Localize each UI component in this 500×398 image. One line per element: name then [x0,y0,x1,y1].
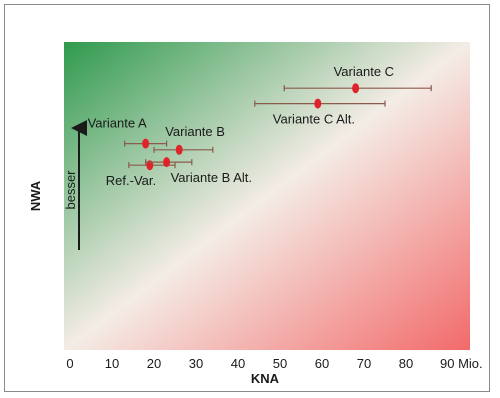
data-point [163,157,171,168]
x-axis-title: KNA [251,371,280,386]
better-label: besser [63,170,78,210]
data-point [142,138,150,149]
point-label: Variante C [334,64,394,79]
data-point [352,83,360,94]
x-tick-label: 70 [357,356,371,371]
point-label: Variante C Alt. [273,112,355,127]
x-tick-label: 40 [231,356,245,371]
point-label: Variante A [88,116,147,131]
y-axis-title: NWA [28,180,43,211]
point-label: Variante B [165,124,225,139]
plot-area [64,42,470,350]
x-tick-label: 80 [399,356,413,371]
x-tick-label: 60 [315,356,329,371]
x-tick-label: 90 Mio. [440,356,483,371]
x-tick-label: 50 [273,356,287,371]
point-label: Ref.-Var. [106,173,156,188]
x-tick-label: 10 [105,356,119,371]
point-label: Variante B Alt. [171,170,252,185]
data-point [314,98,322,109]
data-point [175,144,183,155]
x-tick-label: 0 [66,356,73,371]
x-tick-label: 20 [147,356,161,371]
x-tick-label: 30 [189,356,203,371]
